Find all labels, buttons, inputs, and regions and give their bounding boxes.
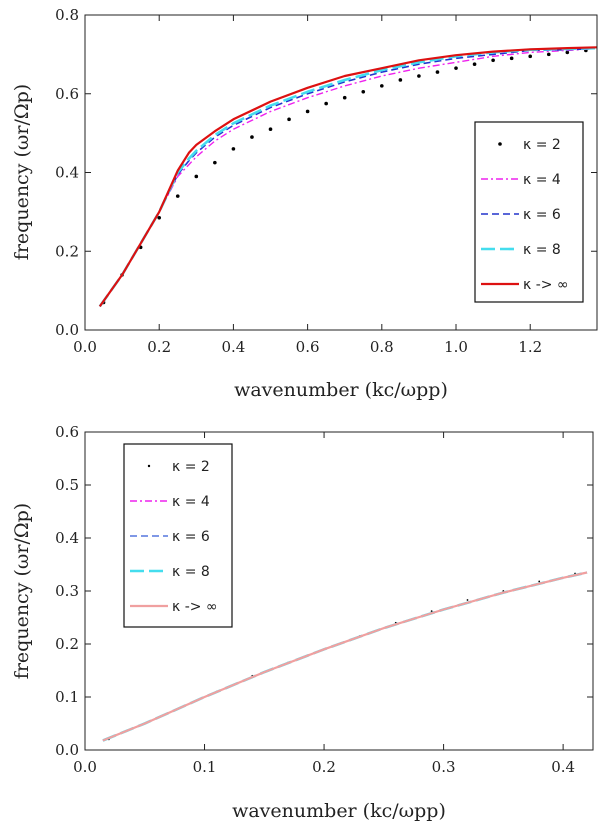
- legend-label: κ = 8: [523, 242, 561, 258]
- data-point: [538, 580, 541, 583]
- series-line: [102, 571, 588, 742]
- y-tick-label: 0.6: [55, 85, 79, 103]
- y-tick-label: 0.2: [55, 635, 79, 653]
- data-point: [380, 84, 384, 88]
- x-axis-label: wavenumber (kc/ωpp): [234, 379, 448, 401]
- y-tick-label: 0.6: [55, 423, 79, 441]
- x-tick-label: 0.0: [73, 338, 97, 356]
- y-tick-label: 0.1: [55, 688, 79, 706]
- chart-bottom: 0.0 0.1 0.2 0.3 0.4 0.0 0.1 0.2 0.3 0.4 0.5 0.6 wav…: [11, 423, 594, 822]
- y-axis-label: frequency (ωr/Ωp): [11, 503, 33, 679]
- legend-label: κ = 6: [172, 529, 210, 545]
- data-point: [250, 135, 254, 139]
- legend-label: κ -> ∞: [523, 277, 569, 293]
- legend-label: κ = 8: [172, 564, 210, 580]
- data-point: [565, 50, 570, 55]
- data-point: [268, 127, 273, 131]
- data-point: [435, 70, 440, 74]
- x-tick-label: 0.2: [147, 338, 171, 356]
- y-tick-label: 0.3: [55, 582, 79, 600]
- series-line: [98, 46, 598, 308]
- x-tick-label: 0.8: [370, 338, 394, 356]
- data-point: [546, 52, 551, 57]
- legend-label: κ = 2: [523, 137, 561, 153]
- data-point: [231, 147, 236, 151]
- series-4: [102, 571, 588, 742]
- legend-box: [474, 121, 584, 303]
- legend-label: κ -> ∞: [172, 599, 218, 615]
- data-point: [157, 215, 162, 220]
- data-point: [213, 160, 217, 165]
- data-point: [417, 74, 421, 78]
- data-point: [472, 62, 477, 67]
- data-point: [454, 66, 458, 70]
- legend-label: κ = 2: [172, 459, 210, 475]
- x-tick-label: 0.6: [296, 338, 320, 356]
- x-tick-label: 0.3: [432, 758, 456, 776]
- y-tick-label: 0.8: [55, 6, 79, 24]
- data-point: [466, 599, 469, 601]
- data-point: [342, 95, 347, 100]
- data-point: [324, 101, 328, 106]
- y-tick-label: 0.4: [55, 164, 79, 182]
- legend-label: κ = 4: [172, 494, 210, 510]
- x-tick-label: 1.0: [444, 338, 468, 356]
- data-point: [305, 109, 310, 114]
- data-point: [194, 174, 199, 179]
- legend-label: κ = 4: [523, 172, 561, 188]
- x-tick-label: 0.0: [73, 758, 97, 776]
- data-point: [430, 610, 433, 613]
- data-point: [175, 194, 180, 198]
- legend-sample: [147, 464, 151, 468]
- x-tick-label: 0.2: [312, 758, 336, 776]
- x-tick-label: 0.4: [551, 758, 575, 776]
- legend-sample: [498, 142, 502, 146]
- y-tick-label: 0.0: [55, 741, 79, 759]
- series-0: [101, 48, 588, 305]
- x-tick-label: 0.4: [221, 338, 245, 356]
- data-point: [509, 56, 514, 61]
- data-point: [361, 89, 366, 94]
- y-tick-label: 0.0: [55, 321, 79, 339]
- y-axis-label: frequency (ωr/Ωp): [11, 84, 33, 260]
- data-point: [528, 54, 533, 59]
- x-tick-label: 0.1: [193, 758, 217, 776]
- series-4: [98, 46, 598, 308]
- x-tick-label: 1.2: [518, 338, 542, 356]
- chart-top: 0.0 0.2 0.4 0.6 0.8 1.0 1.2 0.0 0.2 0.4 0.6 0.8 wav…: [11, 6, 598, 401]
- data-point: [287, 117, 291, 122]
- y-tick-label: 0.2: [55, 242, 79, 260]
- legend-label: κ = 6: [523, 207, 561, 223]
- data-point: [398, 78, 403, 82]
- x-axis-label: wavenumber (kc/ωpp): [232, 800, 446, 822]
- data-point: [491, 58, 495, 63]
- y-tick-label: 0.5: [55, 476, 79, 494]
- y-tick-label: 0.4: [55, 529, 79, 547]
